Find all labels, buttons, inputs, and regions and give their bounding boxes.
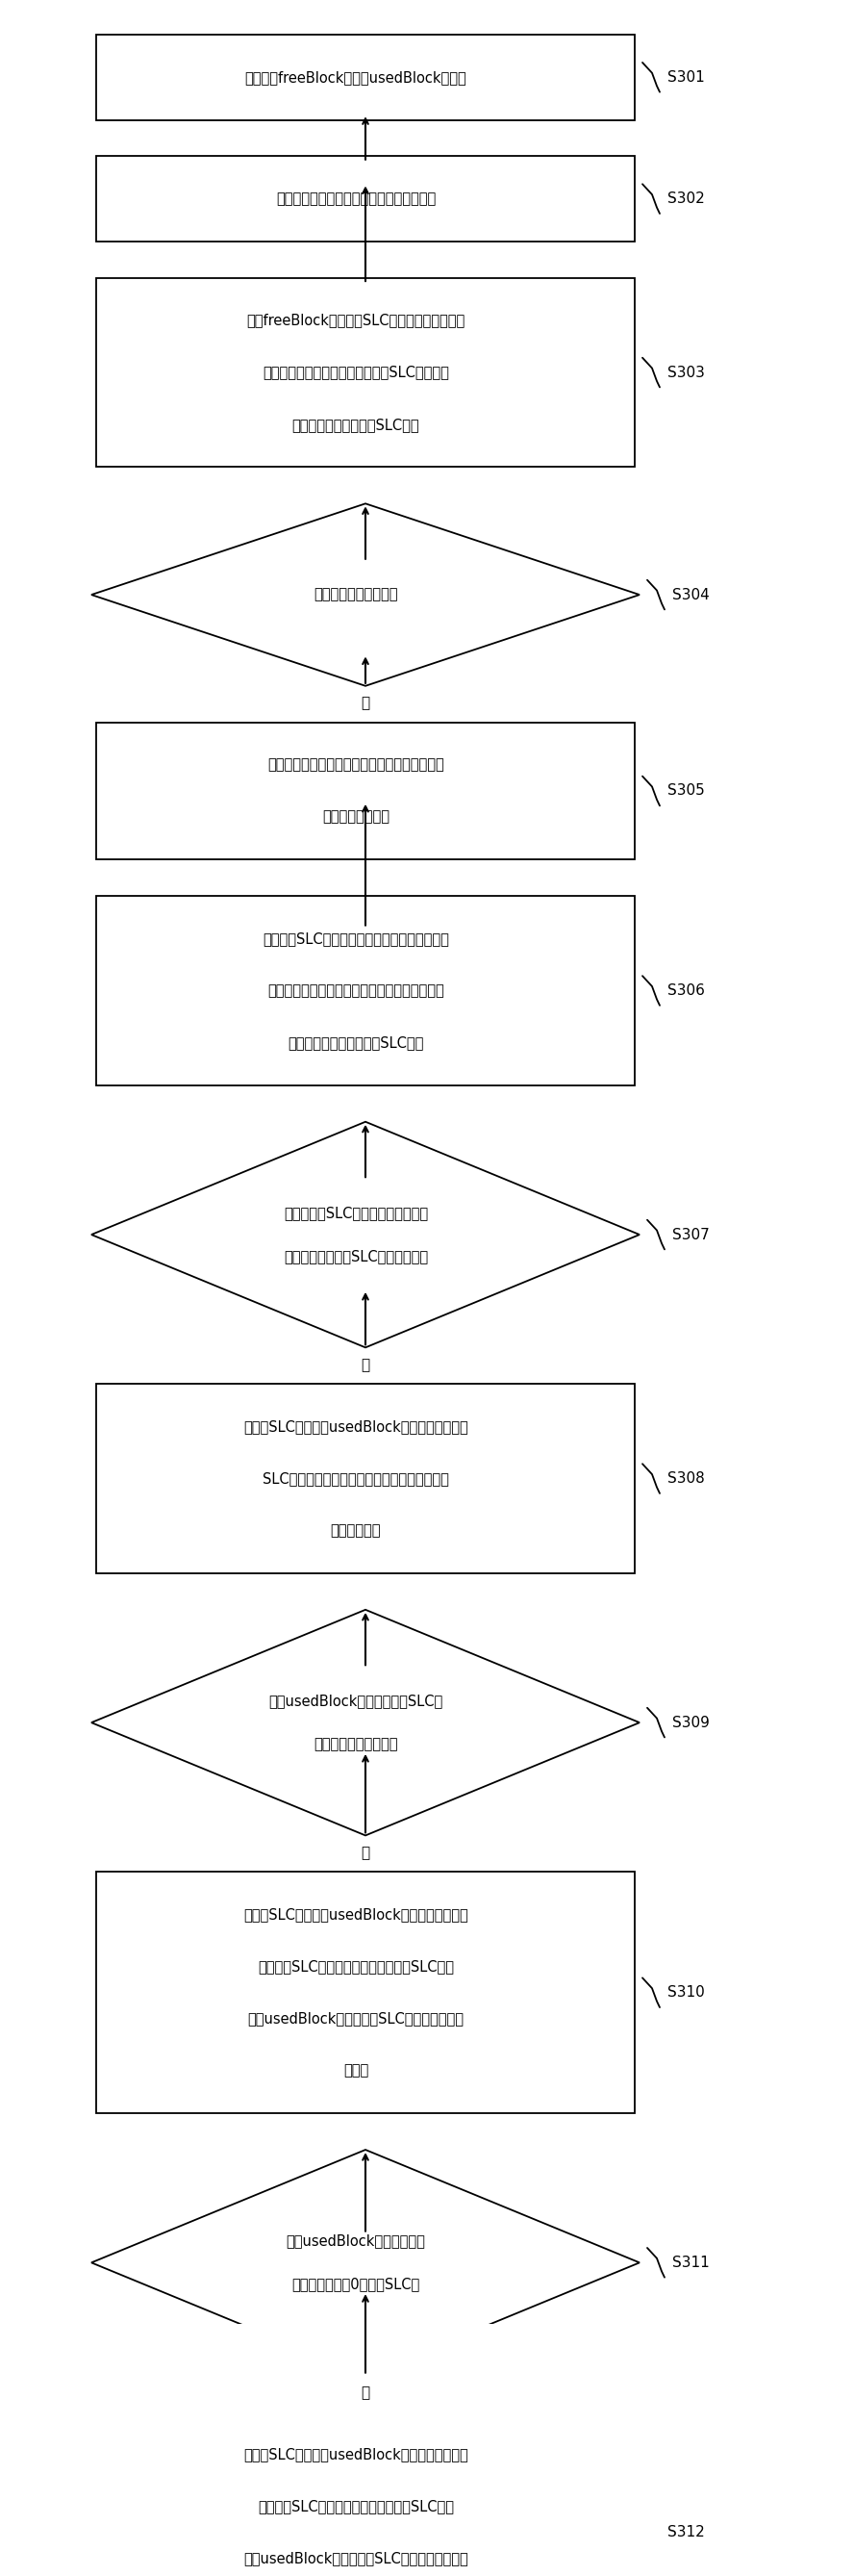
Polygon shape [91, 2151, 640, 2375]
Text: 础元数据同时写入至第一SLC块。: 础元数据同时写入至第一SLC块。 [288, 1036, 424, 1051]
Text: S302: S302 [668, 191, 705, 206]
FancyBboxPatch shape [97, 1383, 635, 1574]
Text: 根据各SLC块加入至usedBlock列表的时间从前到: 根据各SLC块加入至usedBlock列表的时间从前到 [243, 2447, 468, 2463]
Text: 在有效数据量为0的第二SLC块: 在有效数据量为0的第二SLC块 [292, 2277, 420, 2293]
Text: 根据第一SLC块的管理信息中的当前数据写入页: 根据第一SLC块的管理信息中的当前数据写入页 [263, 933, 449, 945]
Text: 是: 是 [361, 1844, 370, 1860]
Text: S306: S306 [668, 984, 705, 997]
Text: 次数值选择最小擦除次数值对应的SLC块，作为: 次数值选择最小擦除次数值对应的SLC块，作为 [263, 366, 449, 379]
Text: 根据freeBlock列表中各SLC块管理信息中的擦除: 根据freeBlock列表中各SLC块管理信息中的擦除 [247, 314, 465, 327]
Text: 是: 是 [361, 696, 370, 711]
Text: S307: S307 [672, 1226, 710, 1242]
Text: 根据各SLC块加入至usedBlock列表的时间从前到: 根据各SLC块加入至usedBlock列表的时间从前到 [243, 1906, 468, 1922]
Text: 的数据类型。: 的数据类型。 [330, 1522, 381, 1538]
FancyBboxPatch shape [97, 2411, 635, 2576]
Text: S309: S309 [672, 1716, 710, 1731]
Text: 判断在第一SLC块中写入待存储数据: 判断在第一SLC块中写入待存储数据 [284, 1206, 428, 1221]
Text: S311: S311 [672, 2257, 710, 2269]
Text: 阈值。: 阈值。 [343, 2063, 368, 2079]
Text: S312: S312 [668, 2524, 705, 2540]
Text: S301: S301 [668, 70, 705, 85]
Text: 以使usedBlock列表中当前SLC块数不超过预设: 以使usedBlock列表中当前SLC块数不超过预设 [248, 2012, 464, 2025]
Text: 存储当前元数据的第一SLC块。: 存储当前元数据的第一SLC块。 [292, 417, 419, 433]
Text: 是: 是 [361, 1358, 370, 1373]
Text: 预先设置元数据存储方式为顺序存储格式。: 预先设置元数据存储方式为顺序存储格式。 [276, 191, 436, 206]
Text: 总数是否超过预设阈值: 总数是否超过预设阈值 [313, 1736, 398, 1752]
FancyBboxPatch shape [97, 157, 635, 242]
Text: 预先构建freeBlock列表和usedBlock列表。: 预先构建freeBlock列表和usedBlock列表。 [245, 70, 467, 85]
Polygon shape [91, 502, 640, 685]
Text: 判断usedBlock列表中包含的SLC块: 判断usedBlock列表中包含的SLC块 [269, 1692, 443, 1708]
Text: 判断usedBlock列表中是否存: 判断usedBlock列表中是否存 [286, 2233, 425, 2249]
Polygon shape [91, 1610, 640, 1837]
Text: 以使usedBlock列表中当前SLC块数量不超过预设: 以使usedBlock列表中当前SLC块数量不超过预设 [243, 2550, 468, 2566]
FancyBboxPatch shape [97, 33, 635, 121]
Text: S303: S303 [668, 366, 705, 379]
Text: 将第一SLC块发送至usedBlock列表中，并将第一: 将第一SLC块发送至usedBlock列表中，并将第一 [243, 1419, 468, 1435]
Polygon shape [91, 1121, 640, 1347]
Text: SLC块的存储数据类型更改为对应待写入元数据: SLC块的存储数据类型更改为对应待写入元数据 [263, 1471, 449, 1486]
Text: 后排列各SLC块，并按照降序擦除多个SLC块，: 后排列各SLC块，并按照降序擦除多个SLC块， [258, 2499, 454, 2514]
Text: 后排列各SLC块，并按照降序擦除多个SLC块，: 后排列各SLC块，并按照降序擦除多个SLC块， [258, 1960, 454, 1973]
FancyBboxPatch shape [97, 721, 635, 860]
Text: 根据上一次写入元数据过程中的基础元数据确定: 根据上一次写入元数据过程中的基础元数据确定 [267, 757, 444, 773]
Text: S305: S305 [668, 783, 705, 799]
Text: 判断是否有元数据写入: 判断是否有元数据写入 [313, 587, 398, 603]
FancyBboxPatch shape [97, 1873, 635, 2112]
FancyBboxPatch shape [97, 896, 635, 1084]
Text: S308: S308 [668, 1471, 705, 1486]
Text: 当前基础元数据。: 当前基础元数据。 [322, 809, 389, 824]
Text: 号，按照顺序存储格式将待写入元数据和当前基: 号，按照顺序存储格式将待写入元数据和当前基 [267, 984, 444, 997]
Text: 的页号是否为第一SLC块的最后一页: 的页号是否为第一SLC块的最后一页 [284, 1249, 428, 1265]
Text: S304: S304 [672, 587, 710, 603]
FancyBboxPatch shape [97, 278, 635, 466]
Text: 是: 是 [361, 2385, 370, 2401]
Text: S310: S310 [668, 1986, 705, 1999]
